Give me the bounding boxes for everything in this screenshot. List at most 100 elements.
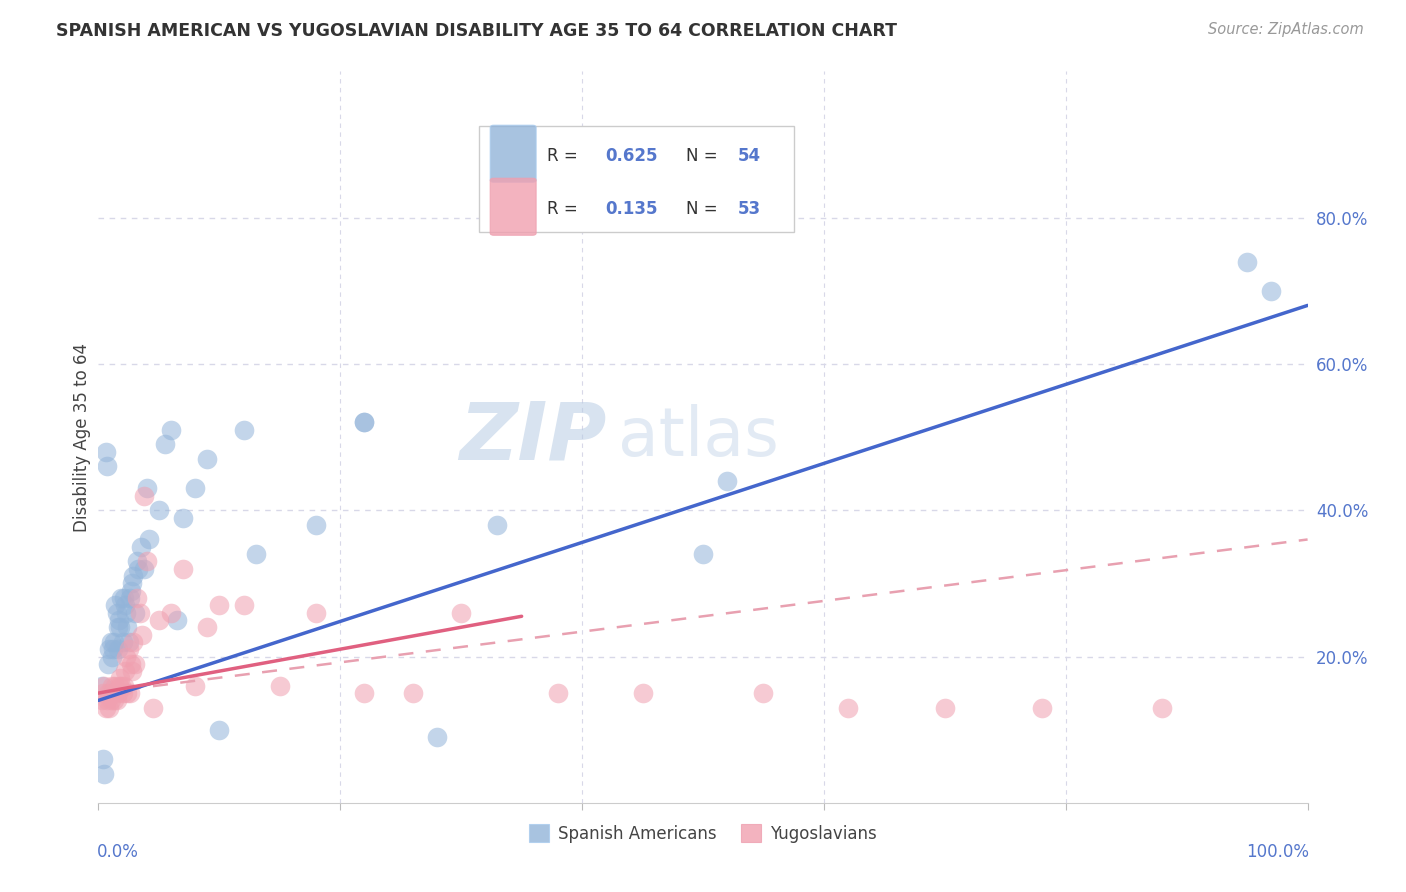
Point — [94, 444, 117, 458]
Point — [934, 700, 956, 714]
Point — [121, 664, 143, 678]
FancyBboxPatch shape — [491, 178, 536, 235]
Point — [96, 693, 118, 707]
Point — [135, 554, 157, 568]
Point — [117, 686, 139, 700]
Text: 100.0%: 100.0% — [1246, 843, 1309, 861]
Point — [108, 679, 131, 693]
Text: N =: N = — [686, 200, 717, 218]
Point — [114, 664, 136, 678]
Point — [114, 599, 136, 613]
Point — [1152, 700, 1174, 714]
Y-axis label: Disability Age 35 to 64: Disability Age 35 to 64 — [73, 343, 91, 532]
Text: 0.135: 0.135 — [605, 200, 658, 218]
Point — [117, 620, 139, 634]
Text: atlas: atlas — [619, 404, 779, 470]
Point — [127, 591, 149, 605]
Point — [103, 693, 125, 707]
Point — [752, 686, 775, 700]
Point — [269, 679, 291, 693]
Point — [107, 620, 129, 634]
Point — [160, 606, 183, 620]
Point — [142, 700, 165, 714]
Point — [153, 437, 176, 451]
Point — [195, 620, 218, 634]
Point — [93, 766, 115, 780]
Point — [98, 700, 121, 714]
Point — [108, 620, 131, 634]
Text: R =: R = — [547, 147, 578, 165]
Text: 0.625: 0.625 — [605, 147, 658, 165]
Point — [120, 583, 142, 598]
Point — [547, 686, 569, 700]
Point — [104, 599, 127, 613]
Point — [97, 657, 120, 671]
Point — [134, 562, 156, 576]
Point — [232, 423, 254, 437]
Point — [108, 672, 131, 686]
Point — [97, 686, 120, 700]
Text: 54: 54 — [738, 147, 761, 165]
Point — [208, 599, 231, 613]
Point — [1236, 254, 1258, 268]
Point — [128, 606, 150, 620]
Point — [100, 635, 122, 649]
Point — [91, 693, 114, 707]
Text: Source: ZipAtlas.com: Source: ZipAtlas.com — [1208, 22, 1364, 37]
Point — [692, 547, 714, 561]
Point — [91, 679, 114, 693]
Point — [103, 635, 125, 649]
Point — [450, 606, 472, 620]
Point — [118, 642, 141, 657]
FancyBboxPatch shape — [479, 126, 793, 232]
Text: ZIP: ZIP — [458, 398, 606, 476]
Point — [101, 642, 124, 657]
Point — [104, 679, 127, 693]
Point — [96, 459, 118, 474]
Point — [166, 613, 188, 627]
Point — [100, 649, 122, 664]
Point — [127, 562, 149, 576]
Point — [426, 730, 449, 744]
Point — [353, 686, 375, 700]
Point — [91, 752, 114, 766]
Point — [160, 423, 183, 437]
Point — [129, 540, 152, 554]
Point — [124, 657, 146, 671]
Point — [115, 649, 138, 664]
Point — [121, 576, 143, 591]
Point — [195, 452, 218, 467]
Point — [105, 693, 128, 707]
Point — [110, 591, 132, 605]
Point — [134, 489, 156, 503]
Legend: Spanish Americans, Yugoslavians: Spanish Americans, Yugoslavians — [523, 818, 883, 849]
Point — [118, 635, 141, 649]
Point — [305, 517, 328, 532]
Point — [115, 606, 138, 620]
Point — [122, 569, 145, 583]
Point — [138, 533, 160, 547]
Point — [111, 686, 134, 700]
Point — [172, 510, 194, 524]
Point — [122, 635, 145, 649]
Point — [353, 416, 375, 430]
Point — [110, 679, 132, 693]
Point — [100, 693, 122, 707]
Point — [486, 517, 509, 532]
Point — [105, 606, 128, 620]
Point — [111, 635, 134, 649]
Point — [184, 481, 207, 495]
Point — [93, 679, 115, 693]
Point — [148, 613, 170, 627]
Text: SPANISH AMERICAN VS YUGOSLAVIAN DISABILITY AGE 35 TO 64 CORRELATION CHART: SPANISH AMERICAN VS YUGOSLAVIAN DISABILI… — [56, 22, 897, 40]
Text: R =: R = — [547, 200, 578, 218]
Point — [1031, 700, 1053, 714]
Point — [1260, 284, 1282, 298]
Point — [124, 606, 146, 620]
Point — [184, 679, 207, 693]
Point — [716, 474, 738, 488]
Text: 53: 53 — [738, 200, 761, 218]
Point — [837, 700, 859, 714]
Point — [127, 554, 149, 568]
Point — [118, 591, 141, 605]
